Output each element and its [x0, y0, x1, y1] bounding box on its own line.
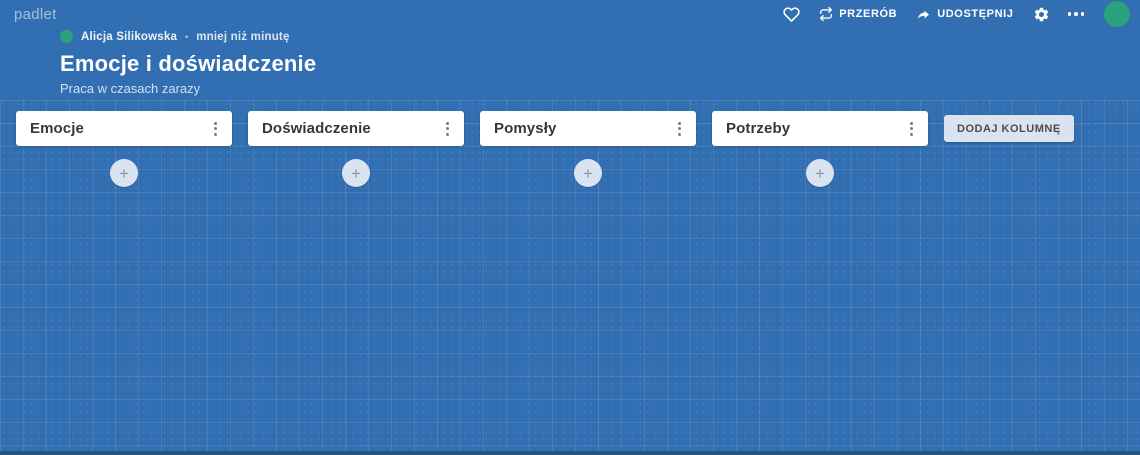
timestamp: mniej niż minutę	[196, 30, 290, 43]
share-label: UDOSTĘPNIJ	[937, 8, 1014, 20]
wall-background: Emocje + Doświadczenie + Pomysły	[0, 100, 1140, 451]
top-bar: padlet PRZERÓB UDOSTĘPNIJ	[0, 0, 1140, 28]
kebab-icon	[677, 121, 681, 136]
board-header: Alicja Silikowska • mniej niż minutę Emo…	[60, 29, 316, 96]
separator-dot: •	[185, 31, 189, 42]
add-post-button[interactable]: +	[110, 159, 138, 187]
column-menu-button[interactable]	[899, 117, 923, 141]
repost-icon	[819, 7, 833, 21]
share-arrow-icon	[917, 7, 931, 21]
plus-row: +	[480, 159, 696, 187]
column-pomysly: Pomysły +	[480, 111, 696, 187]
column-menu-button[interactable]	[203, 117, 227, 141]
kebab-icon	[213, 121, 217, 136]
settings-button[interactable]	[1027, 2, 1056, 27]
column-title: Potrzeby	[726, 120, 791, 137]
plus-row: +	[712, 159, 928, 187]
column-title: Pomysły	[494, 120, 557, 137]
column-emocje: Emocje +	[16, 111, 232, 187]
bottom-strip	[0, 451, 1140, 455]
author-name: Alicja Silikowska	[81, 30, 178, 43]
column-potrzeby: Potrzeby +	[712, 111, 928, 187]
padlet-logo[interactable]: padlet	[14, 5, 57, 23]
author-avatar	[60, 30, 73, 43]
heart-icon	[783, 6, 800, 23]
column-header-card[interactable]: Doświadczenie	[248, 111, 464, 146]
ellipsis-icon	[1067, 12, 1084, 16]
kebab-icon	[909, 121, 913, 136]
gear-icon	[1033, 6, 1050, 23]
add-post-button[interactable]: +	[806, 159, 834, 187]
share-button[interactable]: UDOSTĘPNIJ	[910, 3, 1020, 25]
like-button[interactable]	[777, 2, 806, 27]
column-doswiadczenie: Doświadczenie +	[248, 111, 464, 187]
add-post-button[interactable]: +	[574, 159, 602, 187]
column-title: Emocje	[30, 120, 84, 137]
column-header-card[interactable]: Emocje	[16, 111, 232, 146]
plus-row: +	[248, 159, 464, 187]
plus-row: +	[16, 159, 232, 187]
board-title: Emocje i doświadczenie	[60, 51, 317, 76]
column-header-card[interactable]: Potrzeby	[712, 111, 928, 146]
remake-button[interactable]: PRZERÓB	[812, 3, 904, 25]
add-column-button[interactable]: DODAJ KOLUMNĘ	[944, 115, 1074, 142]
column-menu-button[interactable]	[435, 117, 459, 141]
author-row: Alicja Silikowska • mniej niż minutę	[60, 29, 316, 44]
user-avatar[interactable]	[1104, 1, 1130, 27]
column-menu-button[interactable]	[667, 117, 691, 141]
column-header-card[interactable]: Pomysły	[480, 111, 696, 146]
topbar-actions: PRZERÓB UDOSTĘPNIJ	[777, 1, 1130, 27]
add-post-button[interactable]: +	[342, 159, 370, 187]
columns-row: Emocje + Doświadczenie + Pomysły	[0, 100, 1140, 187]
board-subtitle: Praca w czasach zarazy	[60, 81, 201, 96]
kebab-icon	[445, 121, 449, 136]
more-button[interactable]	[1062, 8, 1091, 20]
remake-label: PRZERÓB	[839, 8, 898, 20]
column-title: Doświadczenie	[262, 120, 371, 137]
